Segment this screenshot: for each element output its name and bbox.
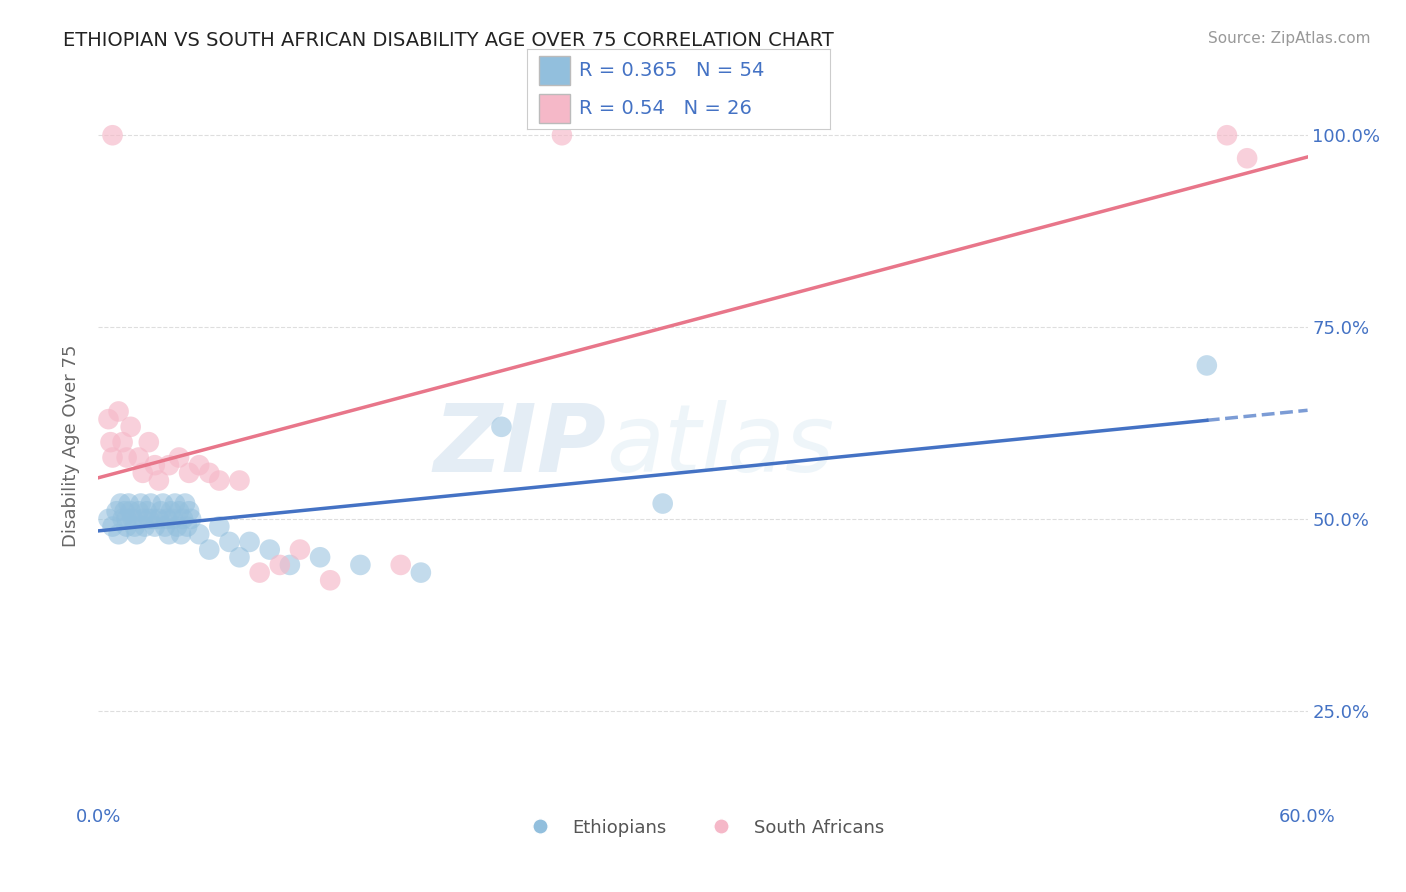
Point <box>100 435 122 450</box>
Point <box>174 497 197 511</box>
Point <box>349 558 371 572</box>
Point <box>218 535 240 549</box>
Point <box>198 466 221 480</box>
Point <box>163 497 186 511</box>
FancyBboxPatch shape <box>540 56 569 86</box>
Point <box>269 558 291 572</box>
Point <box>153 519 176 533</box>
Point <box>142 512 165 526</box>
Point <box>157 527 180 541</box>
Point <box>1216 128 1239 143</box>
Point <box>143 458 166 473</box>
Point <box>101 128 124 143</box>
Point <box>170 527 193 541</box>
Point <box>128 504 150 518</box>
Point <box>101 519 124 533</box>
Point <box>167 450 190 465</box>
Point <box>121 512 143 526</box>
Point <box>149 504 172 518</box>
Point <box>124 519 146 533</box>
Point <box>129 497 152 511</box>
Point <box>111 512 134 526</box>
Point <box>228 550 250 565</box>
Point <box>249 566 271 580</box>
Point <box>132 466 155 480</box>
Text: atlas: atlas <box>606 401 835 491</box>
Point <box>120 504 142 518</box>
Point <box>105 504 128 518</box>
Point <box>288 542 311 557</box>
Text: ZIP: ZIP <box>433 400 606 492</box>
Point <box>239 535 262 549</box>
Point <box>115 519 138 533</box>
Text: R = 0.54   N = 26: R = 0.54 N = 26 <box>579 99 752 118</box>
Point <box>118 497 141 511</box>
Point <box>125 527 148 541</box>
Point <box>278 558 301 572</box>
Point <box>101 450 124 465</box>
Point <box>1236 151 1258 165</box>
Point <box>97 512 120 526</box>
Point <box>107 527 129 541</box>
Point <box>138 435 160 450</box>
Point <box>389 558 412 572</box>
Point <box>156 512 179 526</box>
FancyBboxPatch shape <box>540 94 569 123</box>
Point <box>132 512 155 526</box>
Point <box>180 512 202 526</box>
Y-axis label: Disability Age Over 75: Disability Age Over 75 <box>62 344 80 548</box>
Text: R = 0.365   N = 54: R = 0.365 N = 54 <box>579 62 763 80</box>
Point <box>208 474 231 488</box>
Point <box>107 404 129 418</box>
Point <box>160 504 183 518</box>
Point <box>188 527 211 541</box>
Point <box>148 512 170 526</box>
Point <box>143 519 166 533</box>
Point <box>259 542 281 557</box>
Point <box>115 512 138 526</box>
Point <box>1195 359 1218 373</box>
Point <box>188 458 211 473</box>
Point <box>114 504 136 518</box>
Point <box>152 497 174 511</box>
Point <box>176 519 198 533</box>
Text: ETHIOPIAN VS SOUTH AFRICAN DISABILITY AGE OVER 75 CORRELATION CHART: ETHIOPIAN VS SOUTH AFRICAN DISABILITY AG… <box>63 31 834 50</box>
Point <box>208 519 231 533</box>
Text: Source: ZipAtlas.com: Source: ZipAtlas.com <box>1208 31 1371 46</box>
Point <box>115 450 138 465</box>
Point <box>128 450 150 465</box>
Point <box>198 542 221 557</box>
Point <box>157 458 180 473</box>
Point <box>167 504 190 518</box>
Point <box>120 419 142 434</box>
Point <box>309 550 332 565</box>
Point <box>319 574 342 588</box>
Point <box>651 497 673 511</box>
Point <box>135 504 157 518</box>
Point <box>111 435 134 450</box>
Point <box>166 519 188 533</box>
Point <box>97 412 120 426</box>
Point <box>134 519 156 533</box>
Point <box>179 504 201 518</box>
Point <box>110 497 132 511</box>
Point <box>551 128 574 143</box>
Point <box>409 566 432 580</box>
Legend: Ethiopians, South Africans: Ethiopians, South Africans <box>515 812 891 844</box>
Point <box>179 466 201 480</box>
Point <box>162 512 184 526</box>
Point <box>491 419 513 434</box>
Point <box>228 474 250 488</box>
Point <box>172 512 194 526</box>
Point <box>138 512 160 526</box>
Point <box>148 474 170 488</box>
Point <box>139 497 162 511</box>
